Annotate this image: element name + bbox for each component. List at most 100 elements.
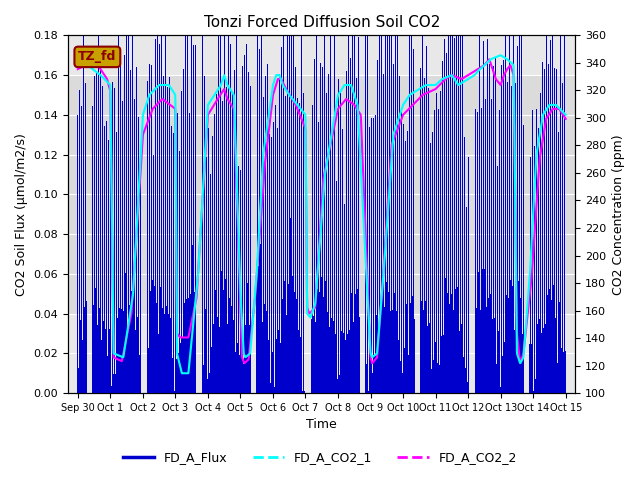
Bar (454, 38, 455, 393)
Bar (518, 281, 519, 393)
Bar (129, 305, 130, 393)
Bar (248, 72, 250, 393)
Bar (477, 272, 479, 393)
Bar (290, 218, 291, 393)
Bar (193, 46, 195, 393)
Bar (95, 73, 97, 393)
Bar (465, 368, 467, 393)
Bar (458, 36, 460, 393)
Bar (262, 97, 264, 393)
Bar (232, 94, 233, 393)
Bar (437, 363, 438, 393)
Bar (174, 391, 175, 393)
Bar (93, 75, 95, 393)
Bar (559, 302, 560, 393)
Bar (109, 329, 110, 393)
Bar (532, 391, 534, 393)
Bar (282, 299, 283, 393)
Bar (145, 329, 147, 393)
Bar (110, 134, 111, 393)
Bar (141, 390, 143, 393)
Bar (562, 83, 563, 393)
Bar (210, 174, 211, 393)
Bar (550, 40, 551, 393)
Bar (84, 308, 85, 393)
Bar (472, 52, 474, 393)
Bar (547, 295, 548, 393)
Bar (226, 87, 227, 393)
Bar (358, 37, 360, 393)
Bar (78, 368, 79, 393)
Bar (417, 36, 419, 393)
Bar (172, 358, 173, 393)
Bar (331, 318, 332, 393)
Bar (105, 329, 106, 393)
Bar (160, 287, 161, 393)
Bar (300, 337, 301, 393)
Bar (554, 68, 555, 393)
Bar (114, 88, 115, 393)
Bar (553, 285, 554, 393)
Bar (452, 36, 453, 393)
Bar (159, 44, 160, 393)
Bar (482, 269, 483, 393)
Bar (276, 339, 277, 393)
Bar (118, 36, 119, 393)
Bar (132, 36, 133, 393)
Bar (179, 151, 180, 393)
Bar (236, 36, 237, 393)
Bar (342, 129, 343, 393)
Bar (346, 71, 347, 393)
Bar (164, 314, 165, 393)
Bar (456, 36, 457, 393)
Bar (238, 166, 239, 393)
Bar (420, 301, 422, 393)
Bar (153, 156, 154, 393)
Bar (460, 36, 461, 393)
Bar (168, 314, 169, 393)
Bar (225, 279, 226, 393)
Bar (397, 36, 398, 393)
Bar (327, 312, 328, 393)
Bar (162, 308, 163, 393)
Bar (351, 293, 352, 393)
Bar (328, 74, 329, 393)
Bar (195, 45, 196, 393)
Bar (401, 109, 402, 393)
Bar (400, 361, 401, 393)
Bar (121, 309, 122, 393)
Bar (167, 87, 168, 393)
Bar (538, 128, 539, 393)
Bar (227, 324, 228, 393)
Bar (183, 70, 184, 393)
Bar (430, 143, 431, 393)
Bar (396, 311, 397, 393)
Bar (406, 303, 407, 393)
Bar (181, 91, 182, 393)
Bar (476, 308, 477, 393)
Bar (513, 36, 514, 393)
Bar (506, 295, 507, 393)
Bar (259, 48, 260, 393)
Bar (128, 36, 129, 393)
Bar (440, 91, 441, 393)
Bar (498, 331, 499, 393)
Bar (314, 60, 315, 393)
Bar (393, 64, 394, 393)
Bar (120, 56, 121, 393)
Bar (215, 290, 216, 393)
Bar (339, 375, 340, 393)
Bar (119, 308, 120, 393)
Bar (408, 355, 410, 393)
Bar (273, 122, 274, 393)
Bar (483, 40, 484, 393)
Bar (100, 340, 102, 393)
Bar (274, 387, 275, 393)
Bar (427, 325, 428, 393)
Bar (289, 36, 290, 393)
Bar (322, 67, 323, 393)
Bar (556, 69, 557, 393)
Bar (356, 77, 357, 393)
Bar (106, 121, 107, 393)
Bar (255, 277, 257, 393)
